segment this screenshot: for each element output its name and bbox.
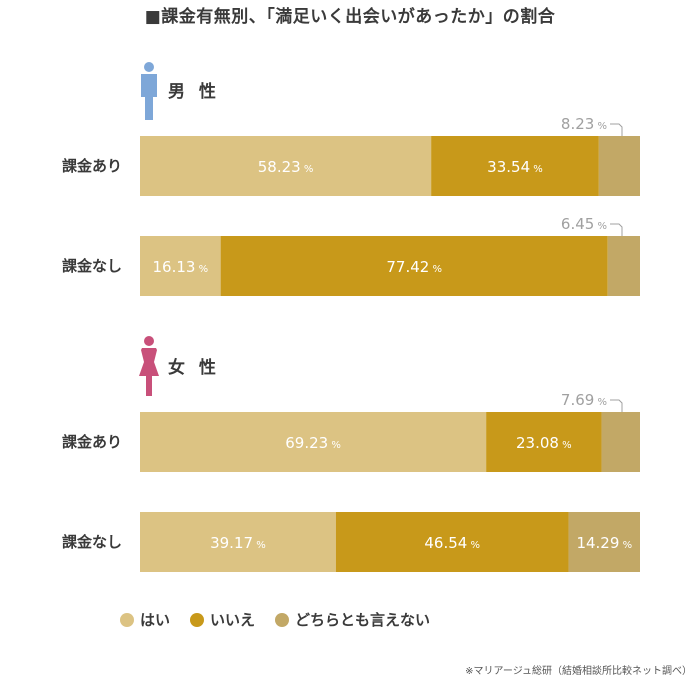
male-icon <box>141 62 157 120</box>
data-label: 77.42 % <box>386 258 442 276</box>
bar-segment-yes <box>140 512 336 572</box>
legend-label-neither: どちらとも言えない <box>295 611 431 629</box>
male-icon-body <box>141 74 157 120</box>
data-label: 33.54 % <box>487 158 543 176</box>
bar-row: 課金あり 69.23 % 23.08 % 7.69 % <box>62 391 640 472</box>
female-icon <box>139 336 159 396</box>
bar-row: 課金なし 39.17 % 46.54 % 14.29 % <box>62 512 640 572</box>
chart-title: ■課金有無別、「満足いく出会いがあったか」の割合 <box>144 7 556 27</box>
legend-label-yes: はい <box>140 611 171 629</box>
bar-segment-neither <box>601 412 640 472</box>
legend: はい いいえ どちらとも言えない <box>120 609 450 630</box>
bar-segment-yes <box>140 236 221 296</box>
bar-segment-neither <box>598 136 640 196</box>
legend-item-neither: どちらとも言えない <box>275 609 430 630</box>
bar-row: 課金あり 58.23 % 33.54 % 8.23 % <box>62 115 640 196</box>
callout-leader <box>610 223 623 236</box>
row-label: 課金あり <box>62 433 122 451</box>
data-label: 16.13 % <box>153 258 209 276</box>
data-label: 23.08 % <box>516 434 572 452</box>
bar-row: 課金なし 16.13 % 77.42 % 6.45 % <box>62 215 640 296</box>
data-label: 39.17 % <box>210 534 266 552</box>
female-icon-head <box>144 336 154 346</box>
group-label: 男 性 <box>168 81 220 102</box>
legend-swatch-neither <box>275 612 290 627</box>
data-label: 46.54 % <box>424 534 480 552</box>
bar-segment-no <box>486 412 602 472</box>
data-label: 58.23 % <box>258 158 314 176</box>
callout-label: 8.23 % <box>561 115 607 133</box>
callout-label: 7.69 % <box>561 391 607 409</box>
row-label: 課金なし <box>62 257 122 275</box>
row-label: 課金なし <box>62 533 122 551</box>
callout-label: 6.45 % <box>561 215 607 233</box>
legend-label-no: いいえ <box>210 611 256 629</box>
legend-swatch-no <box>190 612 205 627</box>
row-label: 課金あり <box>62 157 122 175</box>
source-note: ※マリアージュ総研（結婚相談所比較ネット調べ） <box>465 666 692 677</box>
bar-segment-no <box>335 512 569 572</box>
bar-segment-neither <box>607 236 640 296</box>
bar-segment-no <box>220 236 608 296</box>
bar-segment-no <box>431 136 599 196</box>
callout-leader <box>610 399 623 412</box>
female-icon-body <box>139 348 159 396</box>
callout-leader <box>610 123 623 136</box>
data-label: 69.23 % <box>285 434 341 452</box>
bar-segment-yes <box>140 136 432 196</box>
legend-item-no: いいえ <box>190 609 255 630</box>
bar-segment-yes <box>140 412 487 472</box>
legend-item-yes: はい <box>120 609 170 630</box>
group-label: 女 性 <box>168 357 220 378</box>
data-label: 14.29 % <box>576 534 632 552</box>
male-icon-head <box>144 62 154 72</box>
bar-segment-neither <box>568 512 640 572</box>
legend-swatch-yes <box>120 612 134 627</box>
